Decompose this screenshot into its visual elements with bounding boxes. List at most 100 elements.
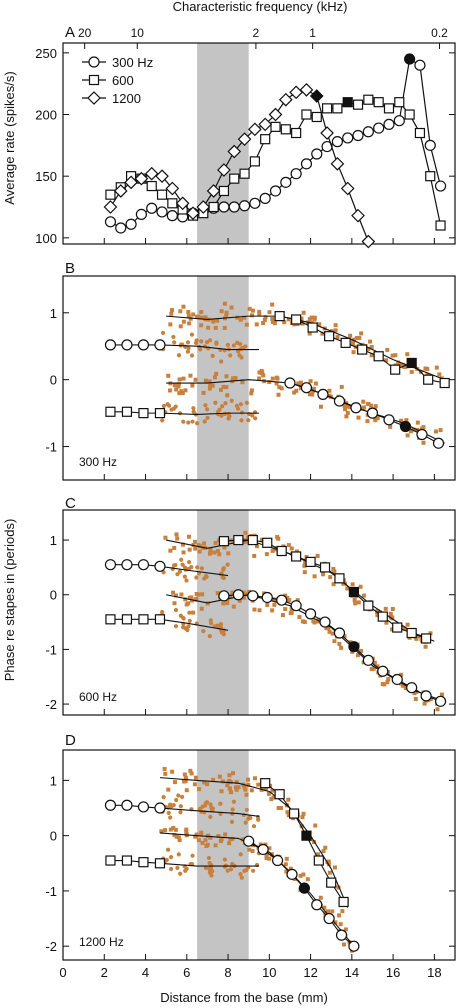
scatter-dot [241,590,246,595]
scatter-dot [278,806,283,811]
scatter-dot [239,410,245,415]
scatter-dot [246,411,252,417]
data-point [270,121,281,132]
scatter-dot [435,707,440,712]
scatter-dot [388,614,393,619]
scatter-dot [240,380,245,385]
data-point [137,801,150,813]
scatter-dot [176,384,181,389]
scatter-dot [179,557,184,562]
scatter-dot [173,624,179,629]
scatter-dot [213,843,218,848]
scatter-dot [186,310,191,315]
x-tick-label: 4 [142,965,149,980]
scatter-dot [205,782,210,787]
scatter-dot [257,309,262,314]
scatter-dot [194,591,199,596]
scatter-dot [208,547,213,552]
x-tick-label: 8 [224,965,231,980]
scatter-dot [288,866,293,871]
scatter-dot [238,871,243,877]
scatter-dot [231,343,236,348]
scatter-dot [217,552,222,557]
scatter-dot [300,619,305,624]
data-point [134,171,149,186]
scatter-dot [332,569,337,574]
scatter-dot [231,376,236,381]
scatter-dot [399,672,404,677]
scatter-dot [225,342,230,348]
scatter-dot [197,787,202,792]
scatter-dot [178,871,183,876]
scatter-dot [229,305,234,310]
legend-label: 1200 [112,91,141,106]
scatter-dot [339,645,344,650]
data-point [362,654,374,666]
scatter-dot [327,388,332,393]
data-point [138,614,149,625]
data-point [311,899,323,911]
scatter-dot [177,569,183,574]
scatter-dot [218,801,223,806]
data-point [352,129,364,142]
scatter-dot [228,353,233,358]
data-point [404,109,415,120]
data-point [154,858,166,869]
scatter-dot [223,401,228,406]
data-point [301,109,312,120]
scatter-dot [244,807,249,813]
data-point [155,169,169,184]
scatter-dot [266,791,271,796]
panel-label-c: C [65,495,76,512]
scatter-dot [359,331,364,336]
scatter-dot [181,319,186,324]
data-point [420,690,432,702]
scatter-dot [393,353,398,358]
scatter-dot [371,666,376,671]
data-point [332,103,343,114]
scatter-dot [203,865,208,871]
scatter-dot [339,384,344,389]
data-point [165,181,180,196]
scatter-dot [289,607,294,612]
scatter-dot [326,626,331,631]
scatter-dot [240,345,245,351]
scatter-dot [256,817,261,822]
scatter-dot [221,384,226,389]
scatter-dot [301,811,306,816]
scatter-dot [390,353,395,358]
scatter-dot [181,304,186,309]
data-point [290,168,302,180]
data-point [290,600,302,612]
scatter-dot [254,322,259,327]
scatter-dot [205,407,210,412]
data-point [425,171,436,182]
scatter-dot [308,379,313,384]
scatter-dot [230,590,235,595]
scatter-dot [341,581,346,586]
scatter-dot [321,572,326,577]
data-point [154,560,166,572]
scatter-dot [288,611,293,616]
scatter-dot [230,836,235,841]
scatter-dot [182,772,187,777]
scatter-dot [344,414,349,419]
scatter-dot [230,861,235,867]
data-point [342,132,354,144]
scatter-dot [405,433,410,438]
scatter-dot [250,313,255,318]
scatter-dot [296,381,301,386]
scatter-dot [333,328,338,333]
scatter-dot [168,322,173,327]
scatter-dot [297,615,302,620]
data-point [304,608,317,620]
scatter-dot [176,353,182,358]
scatter-dot [195,314,200,319]
data-point [361,234,376,249]
scatter-dot [199,606,204,611]
data-point [186,206,200,221]
data-point [121,559,133,571]
